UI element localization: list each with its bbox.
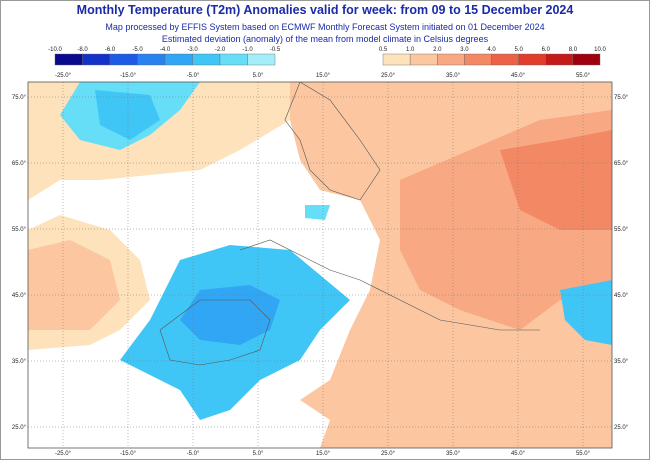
colorbar-label: -10.0 — [48, 47, 62, 53]
anomaly-area — [305, 205, 330, 220]
lat-label: 25.0° — [12, 425, 27, 431]
colorbar-cell — [137, 53, 166, 66]
colorbar-cell — [572, 53, 601, 66]
lat-label: 65.0° — [12, 161, 27, 167]
lon-label: 35.0° — [446, 451, 461, 457]
colorbar-label: 1.0 — [406, 47, 415, 53]
coastline — [284, 82, 381, 201]
lat-label: 45.0° — [614, 293, 629, 299]
lon-label: 35.0° — [446, 73, 461, 79]
colorbar-label: -3.0 — [187, 47, 198, 53]
subtitle: Estimated deviation (anomaly) of the mea… — [162, 34, 489, 44]
colorbar-label: -8.0 — [77, 47, 88, 53]
lat-label: 35.0° — [12, 359, 27, 365]
lon-label: -5.0° — [187, 451, 200, 457]
lat-label: 75.0° — [12, 95, 27, 101]
colorbar-label: -0.5 — [270, 47, 281, 53]
subtitle: Map processed by EFFIS System based on E… — [105, 22, 544, 32]
colorbar-label: 2.0 — [433, 47, 442, 53]
map-border — [27, 81, 613, 449]
colorbar-label: 6.0 — [542, 47, 551, 53]
colorbar-cell — [109, 53, 138, 66]
lon-label: 15.0° — [316, 73, 331, 79]
map — [28, 82, 612, 448]
colorbar-cell — [219, 53, 248, 66]
lon-label: 5.0° — [253, 451, 264, 457]
lat-label: 35.0° — [614, 359, 629, 365]
lat-label: 75.0° — [614, 95, 629, 101]
lon-label: 25.0° — [381, 73, 396, 79]
anomaly-area — [28, 240, 120, 330]
lon-label: -5.0° — [187, 73, 200, 79]
colorbar-label: 5.0 — [514, 47, 523, 53]
colorbar-cell — [382, 53, 411, 66]
colorbar-label: -2.0 — [215, 47, 226, 53]
graticule — [28, 82, 612, 448]
colorbar-label: -6.0 — [105, 47, 116, 53]
lat-label: 55.0° — [614, 227, 629, 233]
lon-label: 55.0° — [576, 73, 591, 79]
colorbar-label: 10.0 — [594, 47, 606, 53]
lon-label: 5.0° — [253, 73, 264, 79]
lat-label: 55.0° — [12, 227, 27, 233]
lat-label: 45.0° — [12, 293, 27, 299]
anomaly-area — [560, 280, 612, 345]
colorbar-cell — [437, 53, 465, 66]
colorbar-cell — [82, 53, 111, 66]
colorbar-label: -4.0 — [160, 47, 171, 53]
anomaly-area — [95, 90, 160, 140]
colorbar-label: 0.5 — [379, 47, 388, 53]
lon-label: -25.0° — [55, 451, 72, 457]
anomaly-area — [500, 130, 612, 230]
colorbar-label: 3.0 — [460, 47, 469, 53]
lon-label: -15.0° — [120, 451, 137, 457]
lon-label: 25.0° — [381, 451, 396, 457]
lon-label: -25.0° — [55, 73, 72, 79]
colorbar-cell — [164, 53, 193, 66]
colorbar-cell — [247, 53, 276, 66]
lat-label: 25.0° — [614, 425, 629, 431]
lon-label: 45.0° — [511, 451, 526, 457]
lon-label: 15.0° — [316, 451, 331, 457]
lon-label: 55.0° — [576, 451, 591, 457]
lon-label: 45.0° — [511, 73, 526, 79]
colorbar-label: 8.0 — [569, 47, 578, 53]
colorbar-label: 4.0 — [487, 47, 496, 53]
colorbar-label: -5.0 — [132, 47, 143, 53]
colorbar-label: -1.0 — [242, 47, 253, 53]
colorbar-cell — [192, 53, 221, 66]
colorbar-cell — [545, 53, 574, 66]
colorbar-cell — [54, 53, 83, 66]
title: Monthly Temperature (T2m) Anomalies vali… — [77, 3, 574, 17]
colorbar-cell — [409, 53, 438, 66]
coastline — [159, 239, 540, 366]
lon-label: -15.0° — [120, 73, 137, 79]
colorbar-cell — [518, 53, 546, 66]
lat-label: 65.0° — [614, 161, 629, 167]
colorbar-cell — [464, 53, 492, 66]
colorbar-cell — [491, 53, 519, 66]
